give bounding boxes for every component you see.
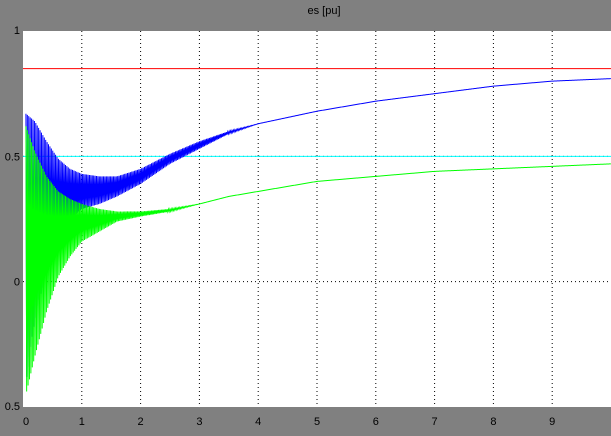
x-tick-label: 4 bbox=[255, 416, 261, 428]
x-tick-label: 5 bbox=[314, 416, 320, 428]
y-tick-label: 0.5 bbox=[5, 151, 20, 163]
x-tick-label: 3 bbox=[196, 416, 202, 428]
series-line-2 bbox=[25, 78, 611, 377]
y-tick-label: 1 bbox=[14, 25, 20, 37]
y-tick-labels: 1 0.5 0 0.5 bbox=[5, 25, 20, 413]
y-tick-label: 0 bbox=[14, 277, 20, 289]
x-tick-label: 7 bbox=[432, 416, 438, 428]
series-layer bbox=[23, 68, 611, 392]
x-tick-label: 6 bbox=[373, 416, 379, 428]
plot-title: es [pu] bbox=[307, 5, 340, 17]
x-tick-label: 2 bbox=[138, 416, 144, 428]
x-tick-labels: 0 1 2 3 4 5 6 7 8 9 bbox=[23, 416, 555, 428]
series-line-3 bbox=[25, 126, 611, 392]
x-tick-label: 0 bbox=[23, 416, 29, 428]
x-tick-label: 9 bbox=[549, 416, 555, 428]
x-tick-label: 8 bbox=[490, 416, 496, 428]
y-tick-label: 0.5 bbox=[5, 401, 20, 413]
x-tick-label: 1 bbox=[79, 416, 85, 428]
